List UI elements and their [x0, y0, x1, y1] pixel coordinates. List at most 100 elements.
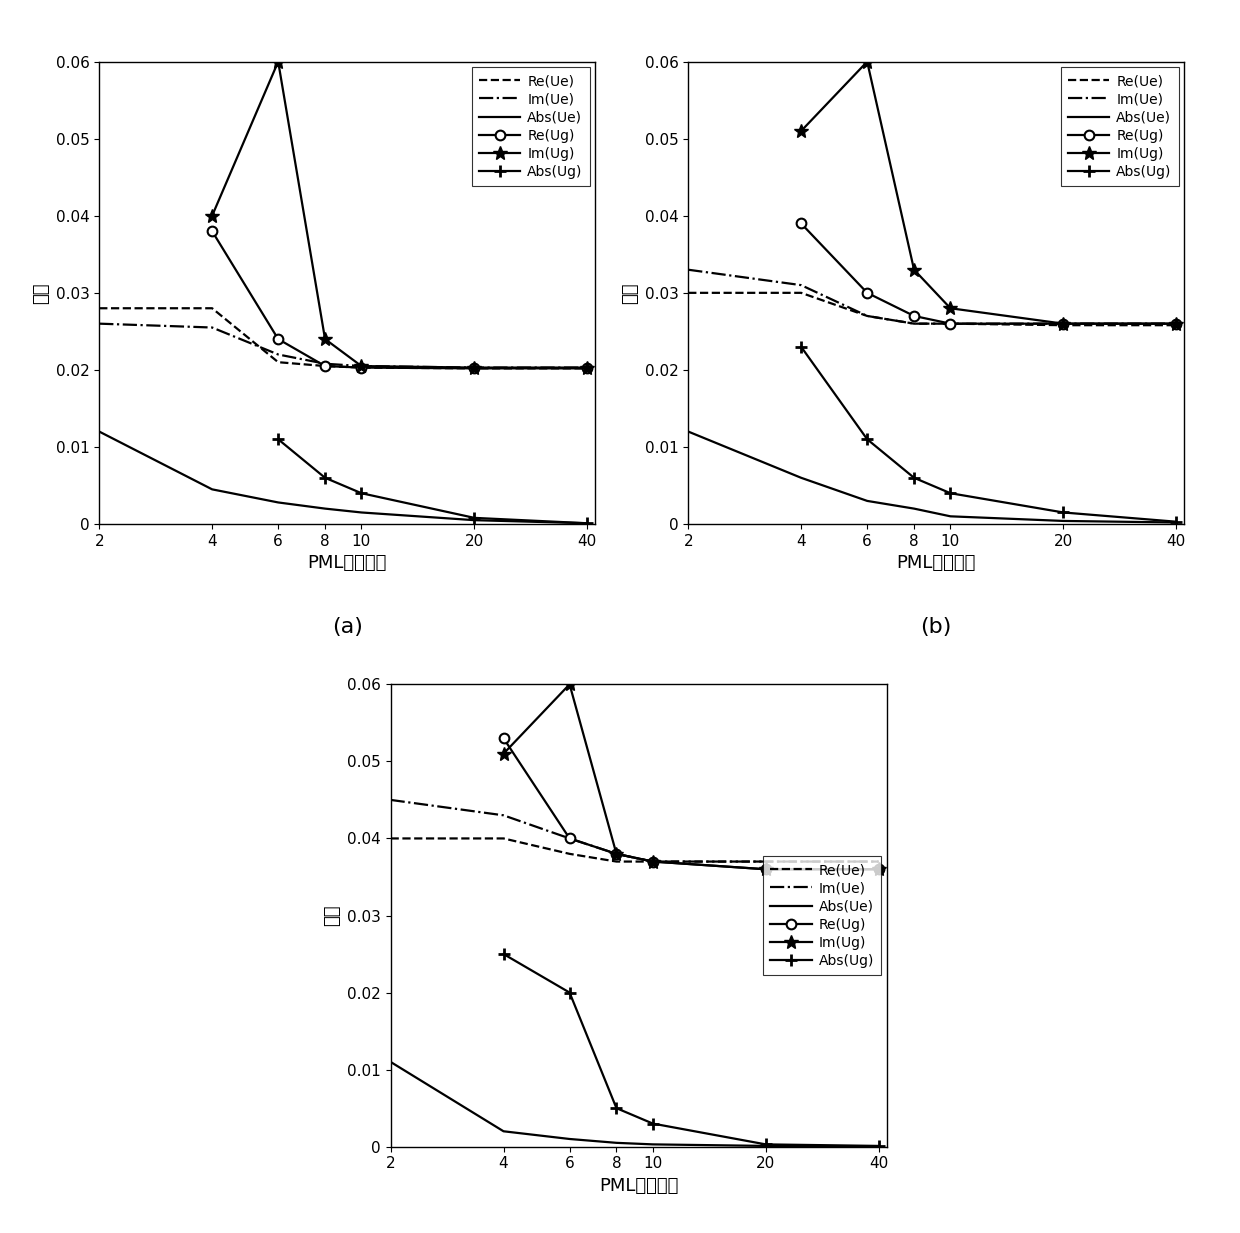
Re(Ug): [1056, 317, 1071, 332]
Re(Ug): [794, 216, 808, 231]
Im(Ue): [580, 360, 595, 375]
Line: Im(Ug): Im(Ug): [794, 54, 1183, 330]
Re(Ue): [1169, 318, 1184, 333]
Legend: Re(Ue), Im(Ue), Abs(Ue), Re(Ug), Im(Ug), Abs(Ug): Re(Ue), Im(Ue), Abs(Ue), Re(Ug), Im(Ug),…: [1060, 68, 1179, 186]
Line: Im(Ue): Im(Ue): [391, 800, 879, 862]
Im(Ug): [759, 862, 774, 877]
Abs(Ue): [1056, 514, 1071, 529]
Im(Ug): [562, 677, 577, 692]
Text: (a): (a): [332, 616, 362, 636]
Line: Re(Ue): Re(Ue): [391, 838, 879, 862]
Line: Im(Ue): Im(Ue): [99, 324, 588, 367]
Abs(Ue): [794, 471, 808, 486]
Im(Ue): [562, 831, 577, 846]
Im(Ug): [872, 862, 887, 877]
Im(Ug): [1056, 317, 1071, 332]
Abs(Ug): [794, 339, 808, 354]
Im(Ue): [872, 854, 887, 869]
Line: Re(Ug): Re(Ug): [796, 218, 1182, 328]
Im(Ue): [794, 277, 808, 292]
Abs(Ug): [562, 985, 577, 1000]
Abs(Ue): [353, 506, 368, 520]
Re(Ug): [562, 831, 577, 846]
Re(Ug): [1169, 317, 1184, 332]
Abs(Ug): [872, 1138, 887, 1153]
Abs(Ue): [1169, 515, 1184, 530]
Re(Ue): [942, 317, 957, 332]
Re(Ue): [496, 831, 511, 846]
Line: Im(Ue): Im(Ue): [688, 270, 1177, 324]
Abs(Ue): [645, 1137, 660, 1152]
Re(Ug): [317, 359, 332, 374]
Im(Ue): [1169, 317, 1184, 332]
Line: Abs(Ue): Abs(Ue): [99, 432, 588, 523]
Re(Ug): [906, 308, 921, 323]
Abs(Ue): [562, 1132, 577, 1147]
Legend: Re(Ue), Im(Ue), Abs(Ue), Re(Ug), Im(Ug), Abs(Ug): Re(Ue), Im(Ue), Abs(Ue), Re(Ug), Im(Ug),…: [471, 68, 590, 186]
Im(Ue): [317, 356, 332, 371]
Abs(Ue): [681, 424, 696, 439]
Im(Ue): [496, 808, 511, 822]
Legend: Re(Ue), Im(Ue), Abs(Ue), Re(Ug), Im(Ug), Abs(Ug): Re(Ue), Im(Ue), Abs(Ue), Re(Ug), Im(Ug),…: [763, 856, 882, 975]
Re(Ug): [353, 360, 368, 375]
Line: Re(Ue): Re(Ue): [688, 293, 1177, 326]
Abs(Ug): [496, 947, 511, 962]
Abs(Ug): [645, 1116, 660, 1131]
Abs(Ug): [317, 471, 332, 486]
Im(Ue): [645, 854, 660, 869]
Abs(Ug): [759, 1137, 774, 1152]
Im(Ue): [467, 360, 482, 375]
Abs(Ug): [609, 1101, 624, 1116]
Re(Ue): [794, 286, 808, 301]
Abs(Ug): [859, 432, 874, 446]
Re(Ue): [562, 846, 577, 861]
Re(Ue): [681, 286, 696, 301]
Im(Ue): [92, 317, 107, 332]
Im(Ug): [205, 208, 219, 223]
Im(Ue): [205, 321, 219, 335]
Im(Ue): [270, 348, 285, 363]
Abs(Ue): [942, 509, 957, 524]
Re(Ue): [906, 317, 921, 332]
Abs(Ug): [353, 486, 368, 501]
Re(Ue): [467, 361, 482, 376]
Y-axis label: 误差: 误差: [324, 905, 341, 926]
Line: Abs(Ug): Abs(Ug): [497, 948, 885, 1152]
Abs(Ug): [580, 515, 595, 530]
Abs(Ug): [270, 432, 285, 446]
X-axis label: PML中节点数: PML中节点数: [308, 555, 387, 572]
Im(Ue): [383, 793, 398, 808]
Re(Ue): [92, 301, 107, 316]
Re(Ug): [580, 361, 595, 376]
Abs(Ue): [92, 424, 107, 439]
Re(Ue): [383, 831, 398, 846]
Re(Ue): [353, 360, 368, 375]
Im(Ue): [859, 308, 874, 323]
Line: Re(Ue): Re(Ue): [99, 308, 588, 369]
Re(Ug): [205, 224, 219, 239]
Re(Ue): [609, 854, 624, 869]
Im(Ue): [609, 846, 624, 861]
Im(Ue): [1056, 317, 1071, 332]
Abs(Ue): [496, 1124, 511, 1139]
Abs(Ug): [467, 510, 482, 525]
Re(Ue): [759, 854, 774, 869]
Abs(Ue): [383, 1054, 398, 1069]
Abs(Ue): [270, 496, 285, 510]
Im(Ue): [681, 263, 696, 277]
Line: Im(Ug): Im(Ug): [496, 677, 885, 877]
Im(Ug): [859, 54, 874, 69]
Re(Ue): [205, 301, 219, 316]
Re(Ug): [645, 854, 660, 869]
Line: Re(Ug): Re(Ug): [207, 227, 593, 374]
Re(Ug): [859, 286, 874, 301]
Re(Ue): [645, 854, 660, 869]
Im(Ug): [353, 359, 368, 374]
Re(Ug): [609, 846, 624, 861]
Re(Ue): [317, 359, 332, 374]
Re(Ue): [859, 308, 874, 323]
Line: Abs(Ue): Abs(Ue): [688, 432, 1177, 523]
Abs(Ue): [580, 515, 595, 530]
Re(Ug): [759, 862, 774, 877]
Y-axis label: 误差: 误差: [32, 282, 50, 303]
